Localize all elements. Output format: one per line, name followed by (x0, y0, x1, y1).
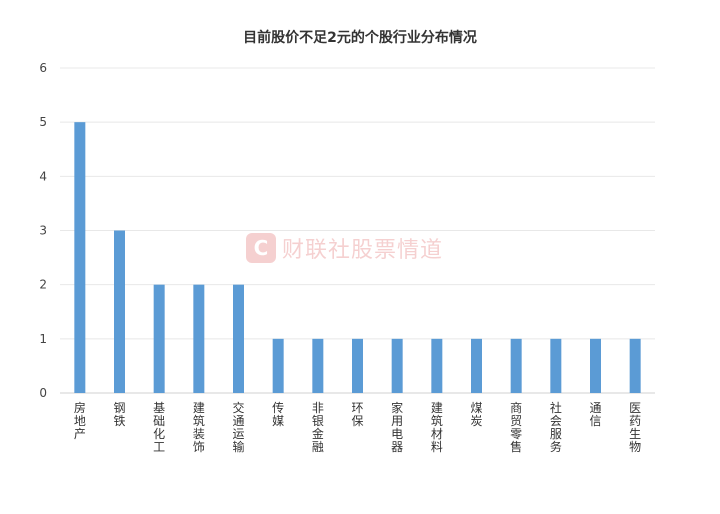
bar (550, 338, 562, 393)
x-tick-label: 基础化工 (153, 401, 165, 454)
x-tick-label: 煤炭 (470, 401, 482, 428)
x-tick-label: 传媒 (272, 400, 284, 428)
y-tick-label: 2 (39, 278, 47, 292)
y-tick-label: 6 (39, 61, 47, 75)
bar (312, 338, 324, 393)
x-tick-label: 房地产 (74, 400, 86, 441)
x-tick-label: 交通运输 (232, 400, 244, 454)
y-tick-label: 3 (39, 224, 47, 238)
bar (114, 230, 125, 393)
x-tick-label: 家用电器 (391, 400, 403, 454)
bar (352, 338, 363, 393)
bar (629, 338, 641, 393)
x-tick-label: 建筑装饰 (193, 401, 205, 454)
x-tick-label: 非银金融 (312, 401, 324, 454)
bar (74, 122, 86, 394)
bar (272, 338, 284, 393)
y-tick-label: 0 (39, 386, 47, 400)
bar (471, 338, 482, 393)
bar (431, 338, 443, 393)
x-tick-label: 建筑材料 (431, 401, 443, 454)
bar (153, 284, 165, 393)
bar (391, 338, 403, 393)
x-tick-label: 商贸零售 (510, 400, 522, 454)
y-tick-label: 5 (39, 115, 47, 129)
x-tick-label: 医药生物 (629, 401, 641, 454)
bar (233, 284, 244, 393)
y-tick-label: 1 (39, 332, 47, 346)
x-tick-label: 环保 (351, 401, 363, 428)
x-tick-label: 社会服务 (550, 400, 562, 454)
x-tick-label: 钢铁 (113, 401, 125, 428)
bar (590, 338, 601, 393)
x-tick-label: 通信 (589, 401, 601, 428)
chart-title: 目前股价不足2元的个股行业分布情况 (243, 30, 477, 46)
bar (510, 338, 522, 393)
bar (193, 284, 205, 393)
y-tick-label: 4 (39, 169, 47, 183)
